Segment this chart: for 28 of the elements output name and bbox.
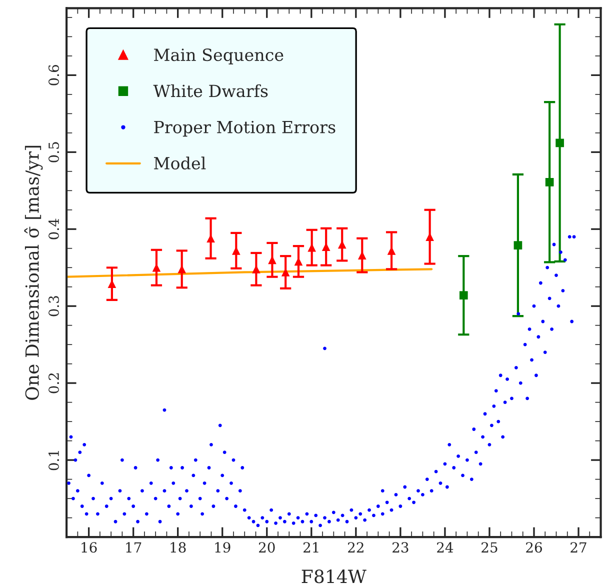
point [545, 178, 554, 186]
legend-label: Proper Motion Errors [154, 120, 336, 137]
legend-label: Model [154, 156, 206, 170]
y-tick-label: 0.2 [48, 373, 59, 394]
point [556, 138, 564, 148]
y-tick-label: 0.5 [48, 142, 59, 162]
x-tick-label: 27 [570, 542, 586, 552]
x-tick-label: 22 [348, 542, 364, 552]
x-tick-label: 18 [170, 542, 186, 553]
y-axis-title: One Dimensional σ̂ [mas/yr] [24, 146, 43, 400]
x-tick-label: 25 [482, 542, 498, 553]
x-tick-label: 24 [437, 542, 454, 552]
y-tick-label: 0.1 [48, 450, 59, 470]
x-tick-label: 23 [392, 542, 408, 553]
x-tick-label: 20 [258, 542, 275, 553]
x-tick-label: 19 [215, 542, 230, 553]
point [459, 291, 468, 300]
legend-label: Main Sequence [154, 48, 284, 64]
x-tick-label: 16 [82, 542, 97, 553]
x-axis-title: F814W [302, 570, 366, 584]
x-tick-label: 17 [126, 542, 142, 552]
x-tick-label: 26 [526, 542, 542, 553]
legend-label: White Dwarfs [153, 84, 268, 98]
point [514, 241, 522, 250]
y-tick-label: 0.3 [48, 296, 59, 316]
y-tick-label: 0.6 [48, 64, 59, 86]
y-tick-label: 0.4 [48, 218, 59, 240]
x-tick-label: 21 [304, 542, 318, 552]
